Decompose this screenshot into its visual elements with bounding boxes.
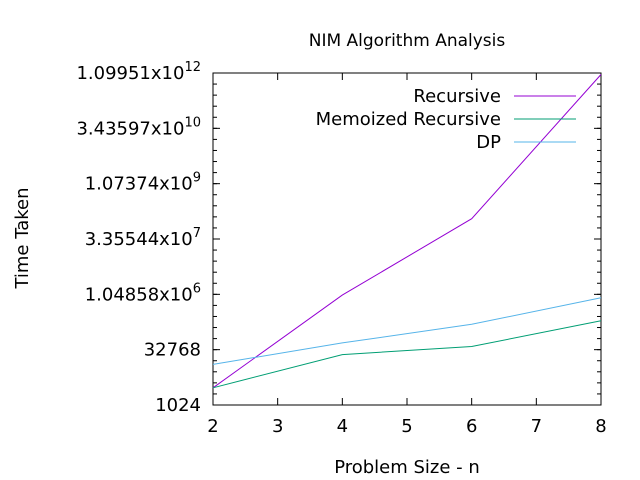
chart-title: NIM Algorithm Analysis (309, 31, 506, 51)
y-tick-mantissa: 3.43597x10 (76, 118, 184, 139)
y-tick-label: 32768 (144, 340, 201, 361)
y-tick-mantissa: 1.04858x10 (85, 284, 193, 305)
series-line-dp (212, 297, 602, 365)
x-tick-label: 2 (207, 416, 218, 437)
y-tick-label: 3.43597x1010 (76, 115, 201, 139)
axis-ticks: 2 3 4 5 6 7 81024327681.04858x1063.35544x1071.… (76, 60, 606, 437)
y-tick-label: 1.07374x109 (85, 171, 201, 195)
x-axis-label: Problem Size - n (334, 457, 480, 478)
y-tick-exponent: 10 (184, 115, 201, 130)
x-tick-label: 8 (595, 416, 606, 437)
x-tick-label: 3 (272, 416, 283, 437)
y-tick-exponent: 6 (193, 281, 201, 296)
y-tick-label: 1.09951x1012 (76, 60, 201, 84)
y-tick-label: 3.35544x107 (85, 226, 201, 250)
x-tick-label: 6 (466, 416, 477, 437)
legend-label: Memoized Recursive (316, 109, 501, 130)
series-line-recursive (212, 74, 602, 389)
y-tick-mantissa: 32768 (144, 340, 201, 361)
y-tick-exponent: 12 (184, 60, 201, 75)
y-tick-mantissa: 1024 (155, 395, 201, 416)
x-tick-label: 4 (337, 416, 348, 437)
y-tick-label: 1.04858x106 (85, 281, 201, 305)
legend-label: Recursive (413, 86, 501, 107)
x-tick-label: 5 (401, 416, 412, 437)
y-tick-mantissa: 1.07374x10 (85, 174, 193, 195)
y-tick-mantissa: 1.09951x10 (76, 63, 184, 84)
series-lines (212, 74, 602, 389)
y-tick-label: 1024 (155, 395, 201, 416)
x-tick-label: 7 (531, 416, 542, 437)
y-tick-exponent: 9 (193, 171, 201, 186)
y-tick-exponent: 7 (193, 226, 201, 241)
series-line-memoized-recursive (212, 320, 602, 389)
y-tick-mantissa: 3.35544x10 (85, 229, 193, 250)
y-axis-label: Time Taken (12, 187, 33, 289)
legend-label: DP (476, 132, 501, 153)
